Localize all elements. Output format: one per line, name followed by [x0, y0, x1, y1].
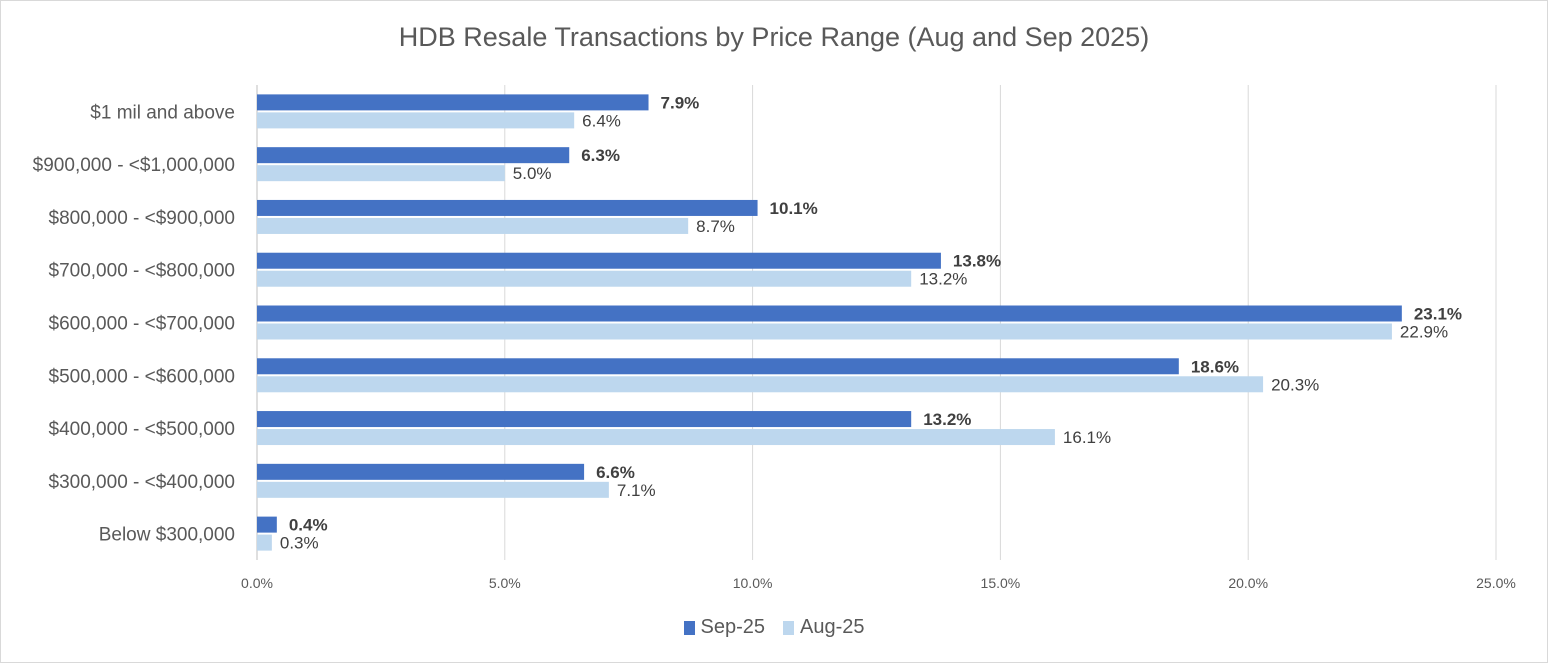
bar-sep-25 — [257, 252, 941, 269]
data-label-sep-25: 7.9% — [661, 93, 700, 112]
data-label-aug-25: 13.2% — [919, 270, 967, 289]
category-label: $500,000 - <$600,000 — [49, 366, 235, 387]
bar-sep-25 — [257, 305, 1402, 322]
data-label-sep-25: 13.8% — [953, 252, 1001, 271]
data-label-sep-25: 6.6% — [596, 463, 635, 482]
bar-sep-25 — [257, 411, 912, 428]
bar-aug-25 — [257, 112, 575, 129]
chart-title: HDB Resale Transactions by Price Range (… — [398, 22, 1150, 52]
legend-label-aug-25: Aug-25 — [800, 616, 865, 638]
x-tick-label: 25.0% — [1476, 575, 1516, 591]
bar-sep-25 — [257, 463, 585, 480]
category-label: Below $300,000 — [99, 525, 235, 546]
bar-aug-25 — [257, 165, 505, 182]
bar-sep-25 — [257, 147, 570, 164]
data-label-sep-25: 13.2% — [923, 410, 971, 429]
bar-aug-25 — [257, 270, 912, 287]
category-label: $900,000 - <$1,000,000 — [33, 155, 235, 176]
data-label-sep-25: 6.3% — [581, 146, 620, 165]
data-label-aug-25: 0.3% — [280, 534, 319, 553]
legend-label-sep-25: Sep-25 — [700, 616, 766, 638]
legend-item-aug-25: Aug-25 — [783, 616, 865, 639]
x-tick-label: 0.0% — [241, 575, 273, 591]
bar-aug-25 — [257, 217, 689, 234]
bar-aug-25 — [257, 376, 1264, 393]
legend-swatch-aug-25 — [783, 620, 794, 635]
bar-sep-25 — [257, 358, 1179, 375]
category-label: $600,000 - <$700,000 — [49, 314, 235, 335]
data-label-aug-25: 8.7% — [696, 217, 735, 236]
category-label: $800,000 - <$900,000 — [49, 208, 235, 229]
data-label-sep-25: 18.6% — [1191, 357, 1239, 376]
category-label: $700,000 - <$800,000 — [49, 261, 235, 282]
data-label-aug-25: 5.0% — [513, 164, 552, 183]
bar-sep-25 — [257, 516, 277, 533]
legend-item-sep-25: Sep-25 — [683, 616, 766, 639]
x-tick-label: 10.0% — [733, 575, 773, 591]
data-label-aug-25: 16.1% — [1063, 428, 1111, 447]
legend-swatch-sep-25 — [683, 620, 695, 635]
category-label: $400,000 - <$500,000 — [49, 419, 235, 440]
data-label-sep-25: 0.4% — [289, 516, 328, 535]
bar-sep-25 — [257, 94, 649, 111]
bar-sep-25 — [257, 199, 758, 216]
x-tick-label: 20.0% — [1228, 575, 1268, 591]
x-tick-label: 5.0% — [489, 575, 521, 591]
data-label-aug-25: 6.4% — [582, 111, 621, 130]
data-label-aug-25: 7.1% — [617, 481, 656, 500]
legend: Sep-25 Aug-25 — [0, 616, 1548, 639]
bar-aug-25 — [257, 323, 1392, 340]
data-label-sep-25: 23.1% — [1414, 305, 1462, 324]
bar-aug-25 — [257, 481, 609, 498]
category-label: $300,000 - <$400,000 — [49, 472, 235, 493]
bar-aug-25 — [257, 429, 1055, 446]
bar-aug-25 — [257, 534, 272, 551]
data-label-sep-25: 10.1% — [770, 199, 818, 218]
data-label-aug-25: 20.3% — [1271, 375, 1319, 394]
x-tick-label: 15.0% — [981, 575, 1021, 591]
category-label: $1 mil and above — [90, 102, 235, 123]
data-label-aug-25: 22.9% — [1400, 323, 1448, 342]
